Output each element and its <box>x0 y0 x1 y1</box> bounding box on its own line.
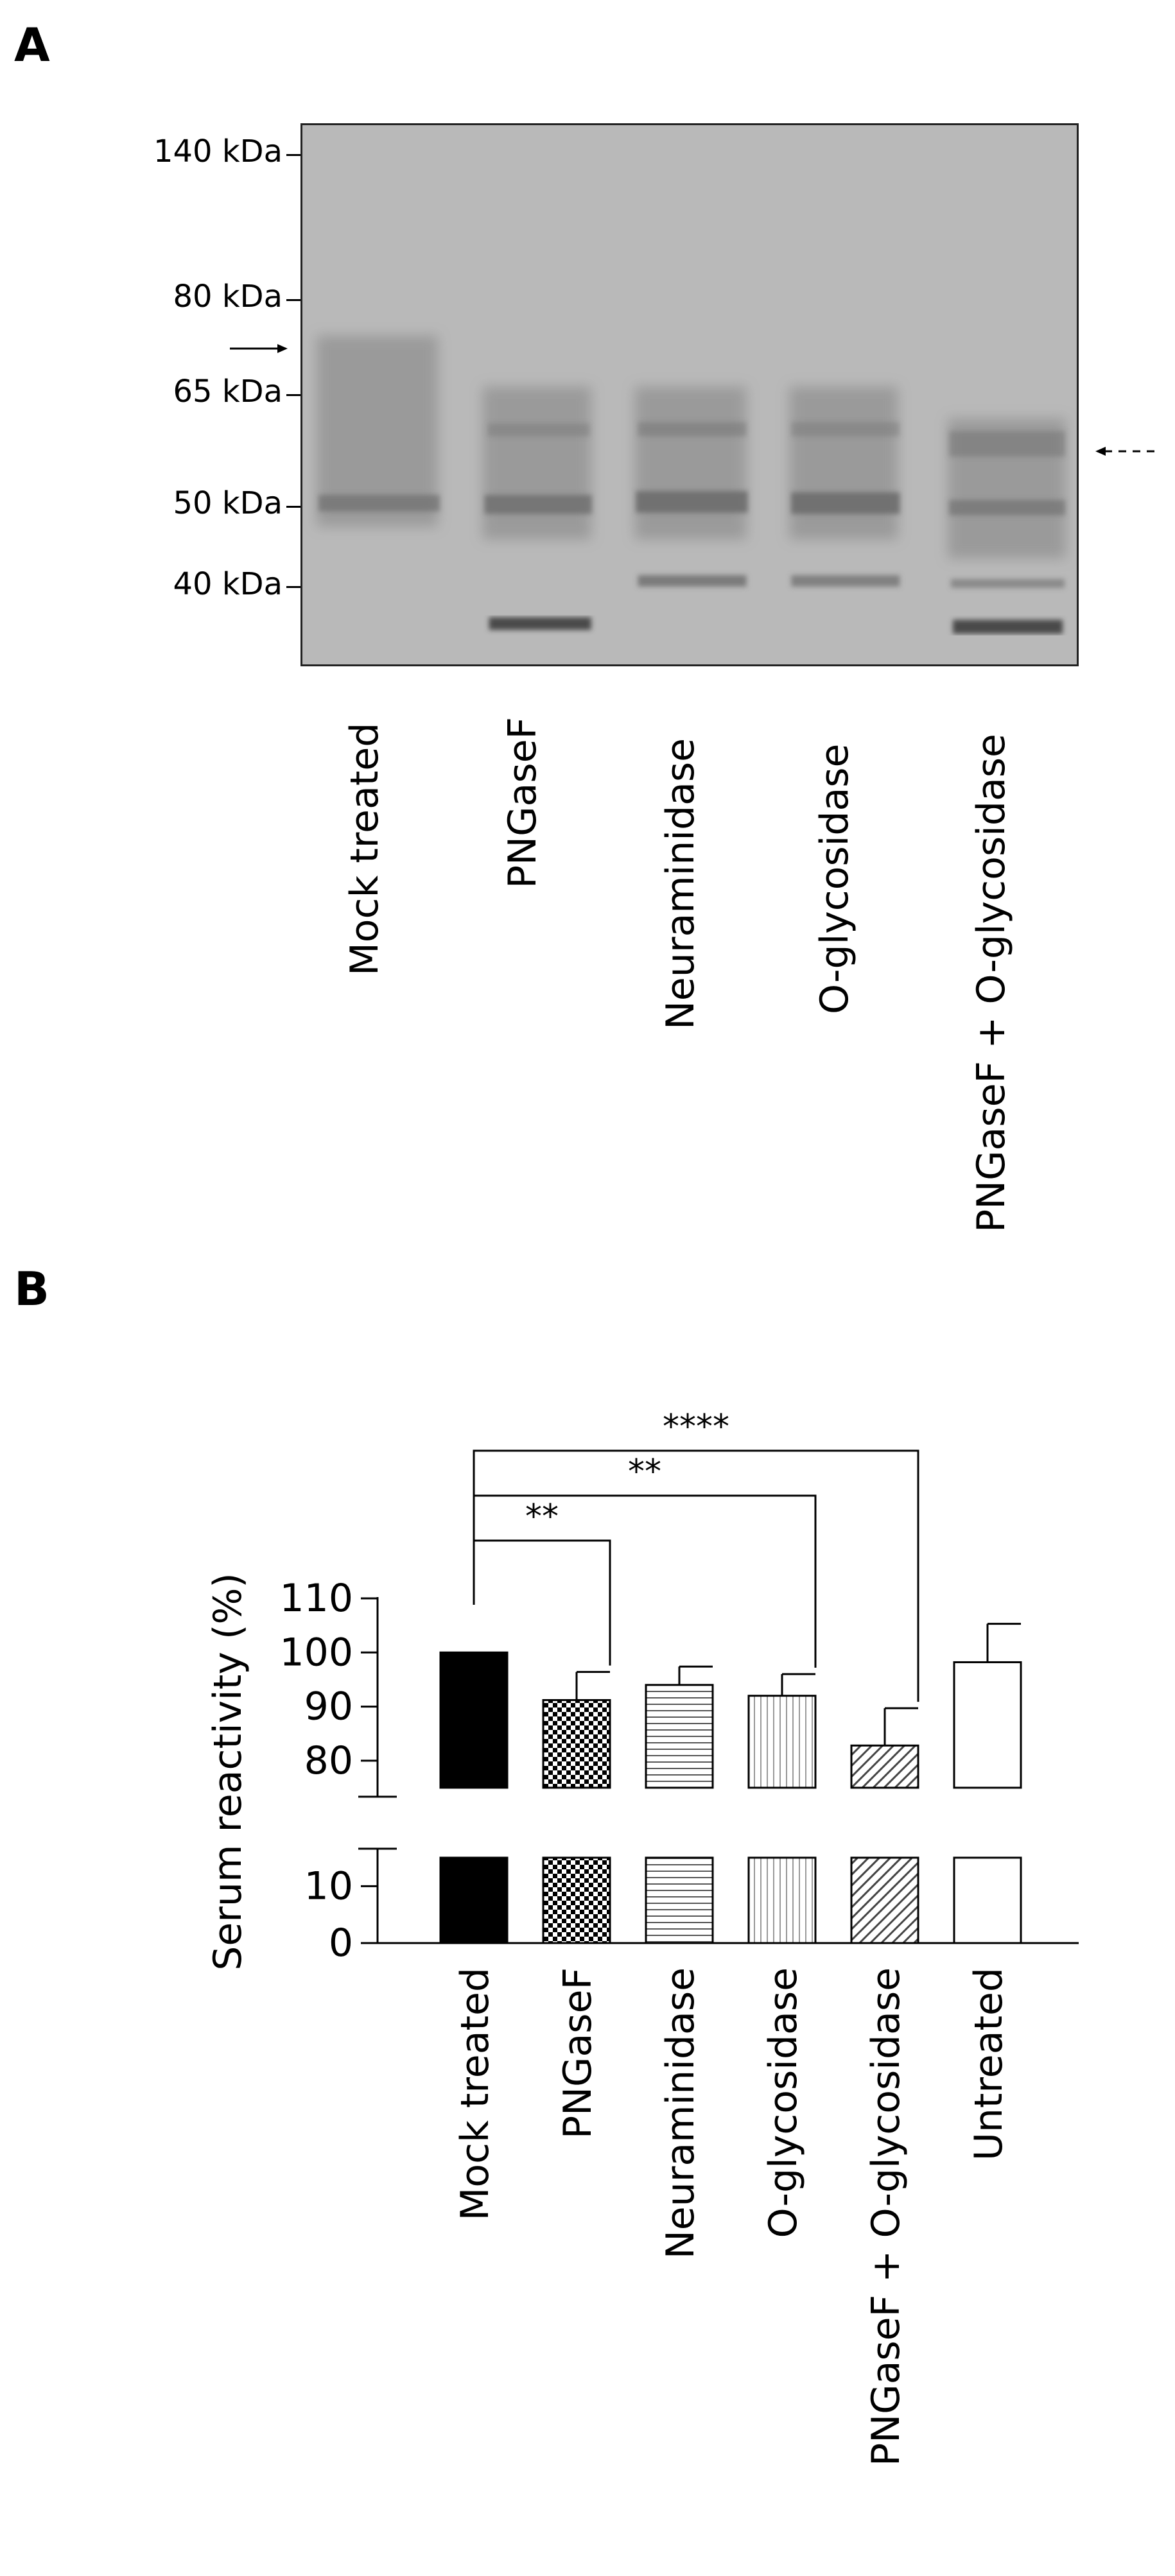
y-tick-label: 10 <box>304 1863 353 1908</box>
solid-arrow-icon <box>230 344 288 353</box>
bar-upper-segment <box>439 1651 509 1789</box>
bar-lower-segment <box>542 1856 611 1944</box>
bar-upper-segment <box>542 1699 611 1789</box>
bar-lower-segment <box>439 1856 509 1944</box>
panel-b-letter: B <box>14 1262 49 1316</box>
dashed-arrow-icon <box>1095 447 1156 456</box>
bar-upper-segment <box>747 1695 817 1789</box>
significance-label: **** <box>663 1408 729 1446</box>
marker-label: 80 kDa <box>173 279 283 315</box>
bar-lower-segment <box>645 1856 714 1944</box>
y-axis-title: Serum reactivity (%) <box>205 1573 250 1971</box>
y-tick-label: 100 <box>279 1630 353 1675</box>
lane-label: Neuraminidase <box>658 738 703 1030</box>
x-tick-label: Neuraminidase <box>658 1967 703 2259</box>
marker-label: 50 kDa <box>173 485 283 521</box>
blot-image <box>300 123 1079 666</box>
marker-tick <box>286 154 304 156</box>
y-tick-label: 110 <box>279 1576 353 1621</box>
lane-label: Mock treated <box>342 722 387 976</box>
marker-tick <box>286 506 304 508</box>
marker-label: 140 kDa <box>153 134 283 169</box>
bar-lower-segment <box>850 1856 919 1944</box>
panel-a-letter: A <box>14 18 50 72</box>
bar-lower-segment <box>953 1856 1022 1944</box>
marker-tick <box>286 299 304 301</box>
marker-label: 65 kDa <box>173 374 283 410</box>
x-tick-label: Untreated <box>966 1967 1011 2161</box>
significance-label: ** <box>628 1453 661 1491</box>
lane-label: O-glycosidase <box>812 743 857 1014</box>
bar-upper-segment <box>645 1684 714 1789</box>
x-tick-label: PNGaseF <box>555 1967 600 2139</box>
x-tick-label: O-glycosidase <box>761 1967 806 2238</box>
marker-label: 40 kDa <box>173 566 283 602</box>
y-tick-label: 90 <box>304 1684 353 1729</box>
significance-label: ** <box>525 1498 559 1536</box>
lane-label: PNGaseF <box>500 716 545 888</box>
x-tick-label: PNGaseF + O-glycosidase <box>864 1967 909 2466</box>
x-tick-label: Mock treated <box>453 1967 498 2220</box>
marker-tick <box>286 394 304 396</box>
significance-bracket <box>473 1449 919 1702</box>
bar-upper-segment <box>953 1661 1022 1789</box>
bar-upper-segment <box>850 1744 919 1789</box>
y-tick-label: 80 <box>304 1738 353 1783</box>
lane-label: PNGaseF + O-glycosidase <box>969 734 1014 1232</box>
marker-tick <box>286 586 304 588</box>
significance-bracket <box>473 1539 611 1666</box>
y-tick-label: 0 <box>329 1921 353 1966</box>
bar-lower-segment <box>747 1856 817 1944</box>
